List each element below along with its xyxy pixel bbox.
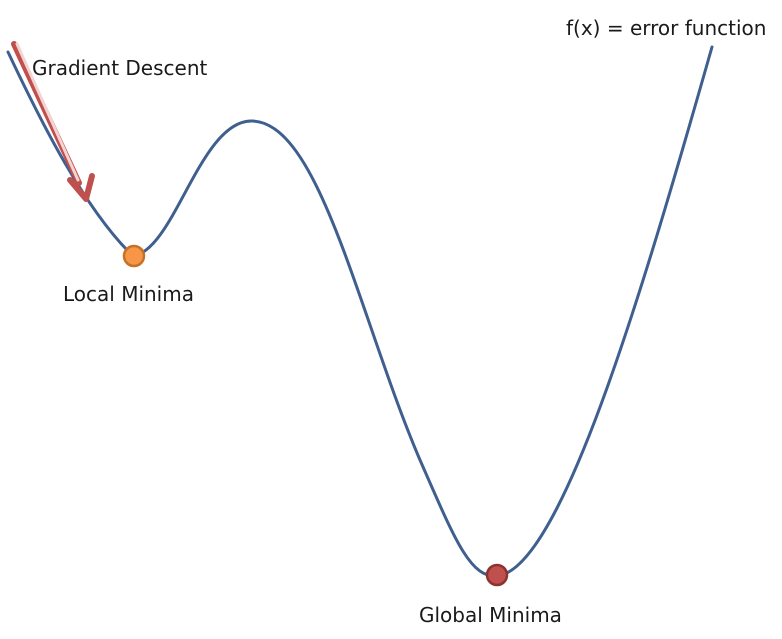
gradient-descent-label: Gradient Descent: [32, 56, 208, 80]
global-minima-label: Global Minima: [419, 603, 562, 627]
arrow-head: [67, 173, 95, 202]
function-label: f(x) = error function: [566, 16, 766, 40]
gradient-descent-arrow: [11, 41, 95, 202]
error-function-curve: [6, 45, 714, 578]
local-minima-marker: [122, 244, 146, 268]
global-minima-marker: [485, 563, 509, 587]
arrow-highlight: [15, 42, 80, 182]
local-minima-label: Local Minima: [63, 282, 194, 306]
